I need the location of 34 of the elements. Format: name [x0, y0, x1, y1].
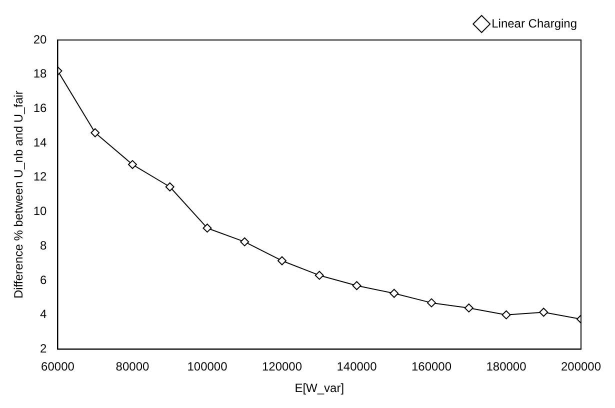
y-tick-label: 6 [40, 272, 48, 287]
point [464, 303, 474, 312]
y-tick-label: 2 [40, 342, 48, 356]
point [90, 128, 100, 138]
x-axis-title: E[W_var] [294, 381, 344, 396]
point [240, 237, 250, 246]
x-tick-label: 200000 [560, 360, 602, 374]
y-tick-label: 18 [33, 66, 48, 81]
y-axis-title: Difference % between U_nb and U_fair [12, 90, 26, 299]
x-tick-label: 180000 [486, 360, 527, 374]
point [502, 310, 511, 320]
point [390, 288, 399, 298]
y-tick-label: 8 [40, 238, 48, 252]
y-tick-label: 16 [33, 101, 48, 116]
point [278, 256, 286, 266]
point [314, 270, 324, 280]
y-tick-label: 20 [33, 32, 48, 46]
point [202, 224, 212, 233]
y-tick-label: 14 [33, 135, 48, 150]
point [352, 281, 362, 290]
legend-label: Linear Charging [492, 16, 577, 30]
x-tick-label: 80000 [116, 360, 150, 374]
x-tick-label: 140000 [336, 360, 378, 374]
x-tick-label: 120000 [262, 360, 302, 374]
point [539, 308, 548, 317]
y-tick-label: 10 [33, 204, 48, 218]
x-tick-label: 60000 [41, 360, 75, 374]
point [165, 182, 174, 192]
point [128, 160, 137, 170]
y-tick-label: 12 [33, 170, 48, 184]
x-tick-label: 100000 [187, 360, 228, 374]
y-tick-label: 4 [40, 307, 48, 322]
point [427, 298, 436, 308]
x-tick-label: 160000 [411, 360, 452, 374]
